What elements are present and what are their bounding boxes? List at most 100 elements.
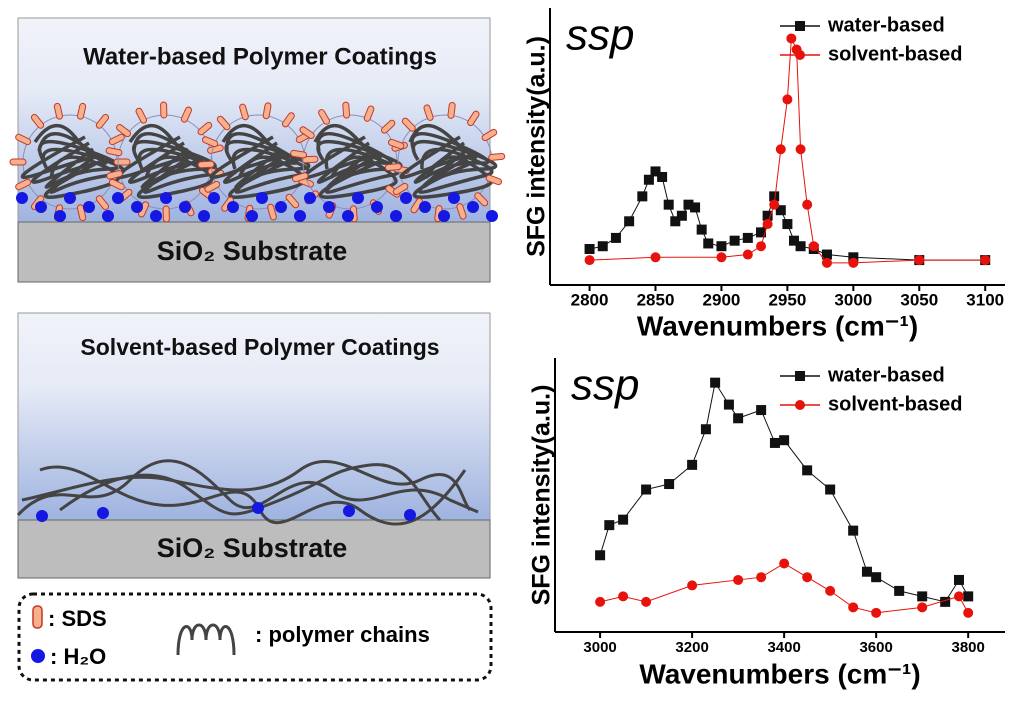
marker [610,232,621,243]
sds [95,113,110,129]
sds [488,152,506,161]
sds [267,203,277,221]
legend-marker [795,371,805,381]
sds [116,124,132,138]
water [150,210,162,222]
sds [456,203,467,220]
marker [756,241,767,252]
sds [485,174,503,186]
marker [802,572,813,583]
marker [917,591,928,602]
water [131,201,143,213]
marker [769,437,780,448]
sds [160,101,168,119]
marker [861,566,872,577]
water [246,210,258,222]
polymer-coil [399,124,498,199]
marker [664,479,675,490]
sds-icon [32,605,43,629]
marker [894,585,905,596]
water [179,201,191,213]
water [352,192,364,204]
marker [762,219,773,230]
water [102,210,114,222]
sds [384,163,402,172]
sds [197,121,213,136]
marker [618,514,629,525]
x-tick-label: 3200 [675,639,708,656]
x-tick-label: 3600 [859,639,892,656]
water [467,201,479,213]
marker [703,238,714,249]
sds [481,128,498,142]
legend-marker [795,21,805,31]
sds [392,182,409,196]
water [36,510,48,522]
sds [76,102,87,120]
water [371,201,383,213]
water [97,507,109,519]
marker [775,144,786,155]
chain [21,460,472,512]
water [54,210,66,222]
marker [742,232,753,243]
legend-marker [795,400,805,410]
x-axis-label: Wavenumbers (cm⁻¹) [639,658,920,689]
marker [825,484,836,495]
sds [285,193,300,209]
water [83,201,95,213]
marker [742,249,753,260]
series-line [589,36,986,264]
marker [597,241,608,252]
sds [363,105,375,122]
water [198,210,210,222]
legend-label: water-based [827,364,945,386]
substrate-label: SiO₂ Substrate [157,533,348,563]
water [275,201,287,213]
water [256,192,268,204]
substrate [17,221,491,283]
marker [775,205,786,216]
marker [690,202,701,213]
sds [262,102,272,120]
marker [769,191,780,202]
marker [641,484,652,495]
sds [135,107,148,124]
marker [584,255,595,266]
x-tick-label: 3000 [834,290,872,309]
charts: 2800 2850 2900 2950 3000 3050 3100 Wavenumbers … [523,8,1005,689]
sds [108,178,125,191]
x-tick-label: 3400 [767,639,800,656]
legend-box [17,592,493,682]
marker [595,596,606,607]
marker [618,591,629,602]
marker [663,199,674,210]
marker [756,227,767,238]
marker [848,257,859,268]
x-axis-label: Wavenumbers (cm⁻¹) [637,310,918,341]
sds [423,104,434,121]
annotation: ssp [566,11,634,60]
x-tick-label: 3050 [900,290,938,309]
sds [15,178,32,191]
coating-panel [17,312,491,521]
marker [643,174,654,185]
marker [700,424,711,435]
water-dots [36,502,416,522]
sds [30,113,45,129]
legend-label: solvent-based [828,393,962,415]
water [208,192,220,204]
y-axis-label: SFG intensity(a.u.) [523,36,551,257]
sds [301,155,319,164]
marker [779,435,790,446]
water [448,192,460,204]
marker [963,591,974,602]
marker [641,596,652,607]
water [294,210,306,222]
water [252,502,264,514]
polymer-coil [116,124,219,199]
sds [299,126,315,139]
marker [769,199,780,210]
marker [733,574,744,585]
